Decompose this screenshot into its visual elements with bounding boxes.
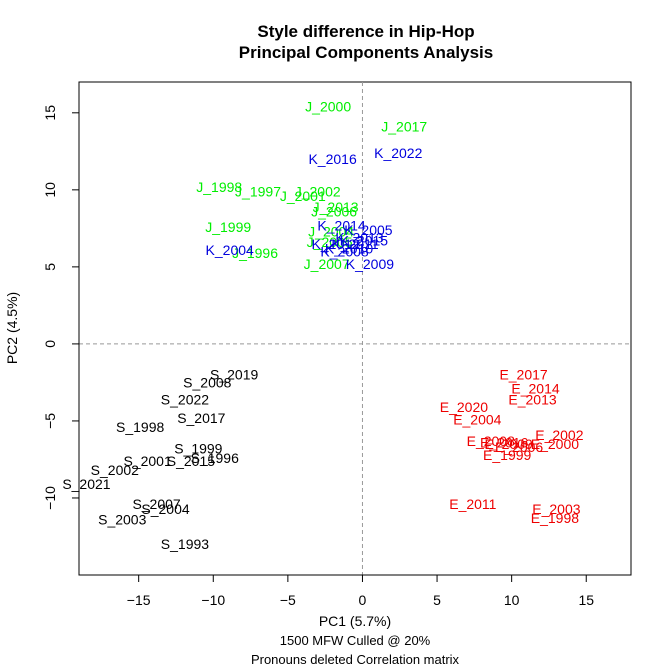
point-s-2019: S_2019 — [210, 367, 258, 383]
x-tick-label: 0 — [359, 592, 367, 608]
point-e-2008: E_2008 — [467, 433, 515, 449]
point-j-2013: J_2013 — [313, 199, 359, 215]
point-e-2020: E_2020 — [440, 399, 488, 415]
point-e-2002: E_2002 — [535, 427, 583, 443]
point-s-2022: S_2022 — [161, 391, 209, 407]
x-tick-label: −15 — [127, 592, 151, 608]
x-tick-label: 15 — [578, 592, 594, 608]
y-axis-label: PC2 (4.5%) — [4, 292, 20, 364]
point-k-2009: K_2009 — [346, 256, 394, 272]
point-e-2004: E_2004 — [453, 411, 501, 427]
point-j-1996: J_1996 — [232, 245, 278, 261]
point-j-2000: J_2000 — [305, 99, 351, 115]
y-axis: −10 −5 0 5 10 15 — [42, 105, 80, 510]
chart-title-line-1: Style difference in Hip-Hop — [257, 22, 474, 41]
y-tick-label: 5 — [42, 263, 58, 271]
point-j-1999: J_1999 — [205, 219, 251, 235]
y-tick-label: 0 — [42, 340, 58, 348]
point-k-2010: K_2010 — [325, 240, 373, 256]
point-k-2013: K_2013 — [335, 230, 383, 246]
point-s-2003: S_2003 — [98, 512, 146, 528]
point-j-2004: J_2004 — [308, 223, 354, 239]
y-tick-label: −5 — [42, 413, 58, 429]
point-s-2021: S_2021 — [62, 476, 110, 492]
point-s-2017: S_2017 — [177, 410, 225, 426]
point-e-1999: E_1999 — [483, 447, 531, 463]
chart-title-line-2: Principal Components Analysis — [239, 43, 493, 62]
caption-line-1: 1500 MFW Culled @ 20% — [280, 633, 431, 648]
y-tick-label: 15 — [42, 105, 58, 121]
point-s-1996: S_1996 — [191, 450, 239, 466]
point-k-2004: K_2004 — [206, 242, 254, 258]
point-e-2006: E_2006 — [495, 439, 543, 455]
point-e-2016: E_2016 — [480, 435, 528, 451]
point-j-2007: J_2007 — [304, 256, 350, 272]
point-e-2013: E_2013 — [508, 391, 556, 407]
x-tick-label: −5 — [280, 592, 296, 608]
point-k-2005: K_2005 — [344, 222, 392, 238]
point-j-2005: J_2005 — [307, 234, 353, 250]
x-axis-label: PC1 (5.7%) — [319, 613, 391, 629]
point-k-2011: K_2011 — [331, 236, 378, 252]
point-j-2002: J_2002 — [295, 183, 341, 199]
point-s-2002: S_2002 — [91, 462, 139, 478]
point-e-2003: E_2003 — [532, 501, 580, 517]
x-axis: −15 −10 −5 0 5 10 15 — [127, 574, 594, 608]
point-s-2008: S_2008 — [183, 374, 231, 390]
point-j-2017: J_2017 — [381, 119, 427, 135]
point-s-1999: S_1999 — [174, 441, 222, 457]
point-k-2015: K_2015 — [340, 233, 388, 249]
point-k-2012: K_2012 — [311, 236, 359, 252]
caption-line-2: Pronouns deleted Correlation matrix — [251, 652, 460, 667]
point-e-2017: E_2017 — [499, 367, 547, 383]
point-s-2004: S_2004 — [141, 501, 189, 517]
x-tick-label: 10 — [504, 592, 520, 608]
point-k-2008: K_2008 — [320, 243, 368, 259]
point-s-1998: S_1998 — [116, 419, 164, 435]
point-e-2014: E_2014 — [511, 381, 559, 397]
point-j-1998: J_1998 — [196, 179, 242, 195]
point-e-2011: E_2011 — [449, 496, 496, 512]
point-e-2000: E_2000 — [531, 436, 579, 452]
x-tick-label: 5 — [433, 592, 441, 608]
y-tick-label: 10 — [42, 182, 58, 198]
point-s-2007: S_2007 — [132, 496, 180, 512]
point-j-1997: J_1997 — [235, 183, 281, 199]
point-j-2006: J_2006 — [311, 203, 357, 219]
point-j-2001: J_2001 — [280, 188, 326, 204]
point-s-2015: S_2015 — [167, 453, 215, 469]
point-s-1993: S_1993 — [161, 536, 209, 552]
point-k-2016: K_2016 — [308, 151, 356, 167]
point-k-2022: K_2022 — [374, 145, 422, 161]
point-e-1998: E_1998 — [531, 510, 579, 526]
point-e-2009: E_2009 — [485, 436, 533, 452]
point-s-2001: S_2001 — [123, 453, 171, 469]
point-k-2014: K_2014 — [317, 217, 365, 233]
x-tick-label: −10 — [201, 592, 225, 608]
y-tick-label: −10 — [42, 486, 58, 510]
